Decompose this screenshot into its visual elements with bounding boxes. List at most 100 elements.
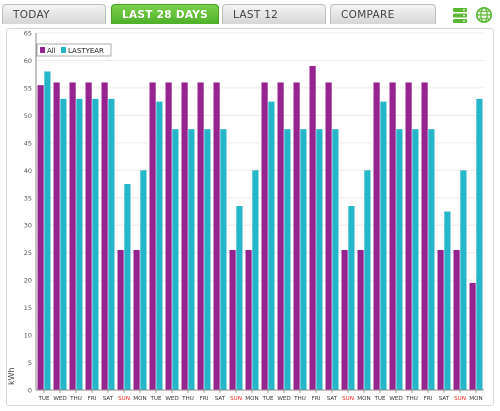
globe-icon[interactable] [475, 6, 493, 24]
bar-lastyear [44, 71, 51, 390]
chart-axes [35, 33, 484, 391]
tab-bar: TODAY LAST 28 DAYS LAST 12 MONTHS COMPAR… [0, 0, 500, 41]
bar-all [261, 82, 268, 390]
y-tick-labels: 0 5 10 15 20 25 30 35 40 45 50 55 60 65 [24, 30, 32, 395]
tab-compare[interactable]: COMPARE [330, 4, 436, 24]
y-tick-label: 50 [24, 112, 32, 120]
bar-all [181, 82, 188, 390]
x-tick-label: FRI [424, 396, 433, 402]
x-tick-label: WED [165, 396, 178, 402]
bar-all [229, 249, 236, 390]
x-tick-label: SAT [103, 396, 114, 402]
bar-all [389, 82, 396, 390]
bar-lastyear [156, 101, 163, 391]
y-tick-label: 5 [28, 359, 32, 367]
legend-label-all: All [47, 47, 56, 55]
bar-all [133, 249, 140, 390]
bar-all [293, 82, 300, 390]
y-tick-label: 30 [24, 222, 32, 230]
bar-lastyear [476, 98, 483, 391]
bar-all [213, 82, 220, 390]
x-tick-label: MON [469, 396, 482, 402]
bar-all [165, 82, 172, 390]
bar-all [325, 82, 332, 390]
legend-label-lastyear: LASTYEAR [68, 47, 104, 55]
x-tick-label: MON [245, 396, 258, 402]
legend-swatch-lastyear [61, 47, 66, 53]
bar-lastyear [396, 129, 403, 390]
x-tick-label: WED [53, 396, 66, 402]
x-tick-label: TUE [149, 396, 162, 402]
x-tick-label: FRI [312, 396, 321, 402]
bar-all [245, 249, 252, 390]
x-tick-labels: TUE WED THU FRI SAT SUN MON TUE WED THU FRI SAT SUN M… [37, 390, 483, 402]
bar-lastyear [364, 170, 371, 390]
bar-lastyear [268, 101, 275, 391]
bar-lastyear [108, 98, 115, 391]
y-tick-label: 25 [24, 249, 32, 257]
bar-lastyear [428, 129, 435, 390]
bar-lastyear [220, 129, 227, 390]
bar-lastyear [348, 206, 355, 390]
bar-lastyear [460, 170, 467, 390]
bar-all [309, 65, 316, 390]
y-tick-label: 65 [24, 30, 32, 38]
bar-all [149, 82, 156, 390]
bar-all [341, 249, 348, 390]
x-tick-label: SUN [230, 396, 242, 402]
y-tick-label: 0 [28, 387, 32, 395]
bar-lastyear [204, 129, 211, 390]
x-tick-label: TUE [37, 396, 50, 402]
bar-lastyear [284, 129, 291, 390]
tab-last-28-days[interactable]: LAST 28 DAYS [111, 4, 219, 24]
bar-lastyear [300, 129, 307, 390]
x-tick-label: SAT [215, 396, 226, 402]
x-tick-label: TUE [261, 396, 274, 402]
x-tick-label: THU [405, 396, 418, 402]
y-tick-label: 40 [24, 167, 32, 175]
x-tick-label: MON [133, 396, 146, 402]
bar-lastyear [380, 101, 387, 391]
y-tick-label: 55 [24, 84, 32, 92]
legend-swatch-all [40, 47, 45, 53]
bar-all [421, 82, 428, 390]
bar-all [469, 282, 476, 390]
bar-lastyear [332, 129, 339, 390]
bar-all [453, 249, 460, 390]
x-tick-label: THU [181, 396, 194, 402]
y-tick-label: 45 [24, 139, 32, 147]
x-tick-label: TUE [373, 396, 386, 402]
bar-all [405, 82, 412, 390]
bar-lastyear [140, 170, 147, 390]
bar-lastyear [124, 184, 131, 390]
x-tick-label: FRI [88, 396, 97, 402]
database-icon[interactable] [451, 6, 469, 24]
bar-all [53, 82, 60, 390]
x-tick-label: THU [69, 396, 82, 402]
y-tick-label: 15 [24, 304, 32, 312]
bar-lastyear [188, 129, 195, 390]
x-tick-label: THU [293, 396, 306, 402]
y-tick-label: 10 [24, 332, 32, 340]
bar-lastyear [252, 170, 259, 390]
x-tick-label: WED [277, 396, 290, 402]
bar-all [277, 82, 284, 390]
bar-all [85, 82, 92, 390]
bar-all [373, 82, 380, 390]
bar-lastyear [92, 98, 99, 391]
x-tick-label: SAT [439, 396, 450, 402]
bar-lastyear [172, 129, 179, 390]
y-tick-label: 60 [24, 57, 32, 65]
bar-lastyear [412, 129, 419, 390]
bar-lastyear [60, 98, 67, 391]
bar-all [69, 82, 76, 390]
x-tick-label: SUN [454, 396, 466, 402]
tab-today[interactable]: TODAY [2, 4, 106, 24]
x-tick-label: SAT [327, 396, 338, 402]
legend-box [36, 43, 112, 57]
bar-lastyear [236, 206, 243, 390]
bar-all [357, 249, 364, 390]
x-tick-label: SUN [342, 396, 354, 402]
bar-all [197, 82, 204, 390]
